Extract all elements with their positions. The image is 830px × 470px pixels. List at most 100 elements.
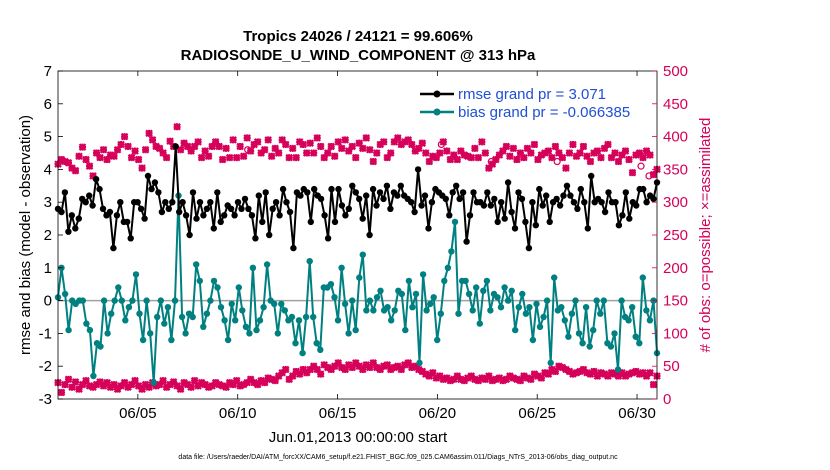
x-tick-label: 06/20 (419, 405, 457, 422)
obs-assimilated-marker-low (516, 376, 525, 385)
bias-point (540, 313, 547, 321)
obs-assimilated-marker-low (555, 362, 563, 370)
obs-assimilated-marker-low (471, 375, 479, 384)
rmse-point (259, 218, 266, 226)
obs-assimilated-marker (243, 134, 251, 142)
bias-point (97, 343, 104, 350)
obs-assimilated-marker-low (436, 372, 444, 380)
obs-assimilated-marker-low (485, 372, 493, 380)
obs-assimilated-marker-low (218, 382, 227, 390)
rmse-point (58, 208, 65, 216)
bias-point (370, 307, 377, 314)
obs-assimilated-marker-low (281, 365, 290, 374)
obs-assimilated-marker (141, 145, 150, 154)
bias-point (235, 284, 242, 291)
obs-assimilated-marker-low (628, 368, 637, 377)
rmse-point (272, 199, 280, 206)
obs-assimilated-marker-low (569, 370, 577, 378)
rmse-point (383, 182, 391, 189)
obs-assimilated-marker-low (369, 359, 378, 367)
rmse-point (324, 235, 332, 242)
bias-point (331, 294, 338, 301)
obs-assimilated-marker (344, 147, 353, 155)
obs-assimilated-marker (372, 149, 381, 157)
y-left-tick-label: 2 (44, 227, 52, 244)
obs-assimilated-marker (351, 153, 360, 162)
bias-point (271, 300, 278, 308)
obs-assimilated-marker-low (597, 368, 605, 377)
obs-assimilated-marker-low (274, 372, 283, 380)
obs-assimilated-marker-low (481, 375, 490, 384)
obs-assimilated-marker (583, 152, 591, 161)
bias-point (288, 313, 296, 321)
rmse-point (622, 189, 629, 196)
bias-point (242, 323, 250, 330)
rmse-point (363, 192, 370, 199)
obs-assimilated-marker-low (82, 376, 90, 385)
bias-point (292, 340, 299, 347)
x-axis-label: Jun.01,2013 00:00:00 start (269, 429, 448, 446)
obs-assimilated-marker-low (362, 361, 371, 369)
rmse-point (421, 192, 429, 199)
obs-assimilated-marker-low (103, 378, 111, 387)
obs-assimilated-marker (155, 144, 164, 153)
obs-assimilated-marker-low (316, 370, 325, 378)
y-left-tick-label: 3 (44, 194, 52, 211)
obs-assimilated-marker (495, 151, 504, 159)
bias-point (246, 330, 253, 337)
bias-point (462, 277, 469, 285)
obs-assimilated-marker (106, 151, 115, 159)
rmse-point (453, 182, 460, 189)
rmse-point (227, 205, 235, 212)
bias-point (221, 317, 228, 324)
obs-assimilated-marker (173, 122, 181, 131)
y-left-tick-label: 6 (44, 96, 52, 113)
obs-assimilated-marker (649, 170, 658, 179)
bias-point (249, 264, 257, 271)
obs-assimilated-marker (309, 149, 318, 157)
legend-rmse-marker (433, 90, 441, 98)
obs-assimilated-marker-low (334, 359, 343, 367)
obs-assimilated-marker (295, 138, 304, 146)
rmse-point (470, 189, 477, 196)
obs-assimilated-marker (513, 155, 521, 164)
bias-point (582, 304, 590, 311)
obs-assimilated-marker-low (285, 375, 293, 384)
bias-point (441, 277, 448, 285)
bias-point (515, 304, 522, 311)
y-left-tick-label: -2 (39, 358, 52, 375)
bias-point (182, 330, 189, 337)
obs-assimilated-marker-low (169, 378, 178, 386)
obs-assimilated-marker (355, 139, 364, 147)
bias-point (111, 297, 118, 304)
rmse-point (442, 195, 449, 203)
rmse-point (238, 205, 245, 212)
bias-point (115, 284, 122, 291)
rmse-point (556, 202, 564, 209)
rmse-point (518, 195, 526, 203)
legend-rmse-label: rmse grand pr = 3.071 (458, 86, 606, 103)
obs-assimilated-marker (134, 155, 143, 164)
obs-assimilated-marker-low (383, 361, 392, 369)
bias-point (86, 326, 94, 334)
rmse-point (508, 208, 515, 216)
rmse-point (356, 195, 363, 203)
obs-assimilated-marker (379, 138, 388, 146)
obs-assimilated-marker (302, 149, 311, 157)
obs-assimilated-marker (358, 144, 367, 153)
y-left-tick-label: 7 (44, 63, 52, 80)
rmse-point (210, 225, 217, 232)
obs-assimilated-marker (628, 168, 637, 177)
rmse-point (297, 192, 304, 199)
obs-assimilated-marker-low (450, 375, 458, 384)
obs-assimilated-marker (78, 143, 87, 151)
rmse-point (570, 199, 578, 206)
obs-assimilated-marker-low (309, 362, 318, 370)
bias-point (483, 277, 491, 285)
rmse-point (574, 205, 581, 212)
obs-assimilated-marker (264, 136, 272, 144)
obs-assimilated-marker-low (579, 365, 588, 374)
obs-assimilated-marker (120, 132, 129, 141)
rmse-point (155, 189, 162, 196)
rmse-point (266, 231, 273, 239)
